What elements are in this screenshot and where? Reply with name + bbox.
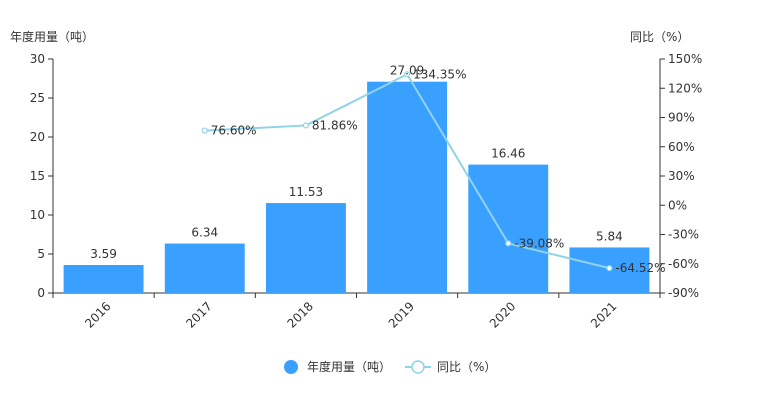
line-value-label: -64.52% (615, 261, 665, 275)
line-value-label: 134.35% (413, 67, 466, 81)
legend-line-marker (411, 360, 425, 374)
bar-value-label: 11.53 (289, 185, 323, 199)
left-y-tick-label: 0 (37, 286, 45, 300)
x-tick-label: 2019 (386, 299, 417, 330)
bar-value-label: 5.84 (596, 229, 623, 243)
left-y-tick-label: 15 (30, 169, 45, 183)
right-y-tick-label: 120% (668, 81, 702, 95)
right-y-tick-label: -90% (668, 286, 699, 300)
line-point (201, 127, 208, 134)
right-y-tick-label: -30% (668, 228, 699, 242)
left-y-tick-label: 5 (37, 247, 45, 261)
x-tick-label: 2017 (183, 299, 214, 330)
bar-value-label: 16.46 (491, 147, 525, 161)
legend-item-bar[interactable]: 年度用量（吨） (284, 359, 391, 374)
right-y-tick-label: 60% (668, 140, 695, 154)
bar (164, 243, 245, 293)
bar-series (63, 81, 650, 293)
left-y-tick-label: 10 (30, 208, 45, 222)
data-labels: 3.59 6.34 11.53 27.09 16.46 5.84 76.60% 81.86% 1… (90, 64, 665, 275)
legend-bar-marker (284, 360, 298, 374)
bar-value-label: 27.09 (390, 64, 424, 78)
bar (63, 264, 144, 293)
right-y-tick-label: 150% (668, 52, 702, 66)
right-axis-title: 同比（%） (630, 30, 689, 44)
right-y-tick-label: 0% (668, 198, 687, 212)
legend-bar-label: 年度用量（吨） (307, 359, 391, 374)
right-y-tick-label: -60% (668, 257, 699, 271)
line-value-label: 81.86% (312, 118, 358, 132)
line-point (302, 122, 310, 129)
x-tick-label: 2021 (588, 299, 619, 330)
axes: 0 5 10 15 20 25 30 -90% -60% -30% 0% 30% 60% 90% 120% 1… (30, 52, 703, 331)
legend-item-line[interactable]: 同比（%） (405, 360, 496, 374)
left-y-tick-label: 20 (30, 130, 45, 144)
line-point (606, 265, 613, 272)
bar (265, 203, 346, 293)
x-tick-label: 2016 (82, 299, 113, 330)
line-value-label: -39.08% (514, 236, 564, 250)
legend-line-label: 同比（%） (437, 360, 496, 374)
bar (367, 81, 448, 293)
bar (468, 164, 549, 293)
legend[interactable]: 年度用量（吨） 同比（%） (284, 359, 496, 374)
left-y-tick-label: 25 (30, 91, 45, 105)
line-series (201, 71, 613, 272)
bar-value-label: 6.34 (191, 226, 218, 240)
left-axis-title: 年度用量（吨） (10, 29, 94, 44)
right-y-tick-label: 90% (668, 111, 695, 125)
x-tick-label: 2018 (285, 299, 316, 330)
line-point (505, 240, 512, 247)
left-y-tick-label: 30 (30, 52, 45, 66)
x-tick-label: 2020 (487, 299, 518, 330)
line-value-label: 76.60% (211, 124, 257, 138)
line-point (403, 71, 411, 78)
bar-value-label: 3.59 (90, 247, 117, 261)
right-y-tick-label: 30% (668, 169, 695, 183)
